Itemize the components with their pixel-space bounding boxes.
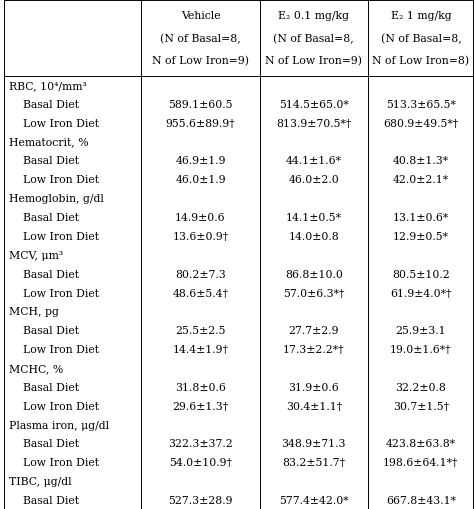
Text: MCHC, %: MCHC, % xyxy=(9,363,63,373)
Text: 83.2±51.7†: 83.2±51.7† xyxy=(282,458,346,467)
Text: Low Iron Diet: Low Iron Diet xyxy=(9,175,99,185)
Text: 680.9±49.5*†: 680.9±49.5*† xyxy=(383,119,458,128)
Text: MCH, pg: MCH, pg xyxy=(9,307,58,317)
Text: E₂ 0.1 mg/kg: E₂ 0.1 mg/kg xyxy=(278,11,349,21)
Text: 14.1±0.5*: 14.1±0.5* xyxy=(286,213,342,222)
Text: 514.5±65.0*: 514.5±65.0* xyxy=(279,100,349,109)
Text: 17.3±2.2*†: 17.3±2.2*† xyxy=(283,345,345,354)
Text: Hematocrit, %: Hematocrit, % xyxy=(9,137,88,147)
Text: Basal Diet: Basal Diet xyxy=(9,326,79,335)
Text: 19.0±1.6*†: 19.0±1.6*† xyxy=(390,345,452,354)
Text: 48.6±5.4†: 48.6±5.4† xyxy=(173,288,228,298)
Text: (N of Basal=8,: (N of Basal=8, xyxy=(160,34,241,44)
Text: 32.2±0.8: 32.2±0.8 xyxy=(395,382,447,392)
Text: 25.9±3.1: 25.9±3.1 xyxy=(396,326,446,335)
Text: 29.6±1.3†: 29.6±1.3† xyxy=(173,401,228,411)
Text: 14.4±1.9†: 14.4±1.9† xyxy=(173,345,228,354)
Text: N of Low Iron=9): N of Low Iron=9) xyxy=(265,56,362,66)
Text: 46.0±1.9: 46.0±1.9 xyxy=(175,175,226,185)
Text: 14.9±0.6: 14.9±0.6 xyxy=(175,213,226,222)
Text: 30.7±1.5†: 30.7±1.5† xyxy=(393,401,449,411)
Text: 813.9±70.5*†: 813.9±70.5*† xyxy=(276,119,352,128)
Text: 527.3±28.9: 527.3±28.9 xyxy=(168,495,233,505)
Text: 31.9±0.6: 31.9±0.6 xyxy=(288,382,339,392)
Text: 198.6±64.1*†: 198.6±64.1*† xyxy=(383,458,459,467)
Text: 577.4±42.0*: 577.4±42.0* xyxy=(279,495,348,505)
Text: 46.0±2.0: 46.0±2.0 xyxy=(288,175,339,185)
Text: Low Iron Diet: Low Iron Diet xyxy=(9,401,99,411)
Text: 955.6±89.9†: 955.6±89.9† xyxy=(165,119,236,128)
Text: Basal Diet: Basal Diet xyxy=(9,156,79,166)
Text: Hemoglobin, g/dl: Hemoglobin, g/dl xyxy=(9,194,103,204)
Text: N of Low Iron=9): N of Low Iron=9) xyxy=(152,56,249,66)
Text: 30.4±1.1†: 30.4±1.1† xyxy=(286,401,342,411)
Text: 40.8±1.3*: 40.8±1.3* xyxy=(393,156,449,166)
Text: 13.1±0.6*: 13.1±0.6* xyxy=(393,213,449,222)
Text: 513.3±65.5*: 513.3±65.5* xyxy=(386,100,456,109)
Text: Basal Diet: Basal Diet xyxy=(9,269,79,279)
Text: MCV, μm³: MCV, μm³ xyxy=(9,250,63,260)
Text: Basal Diet: Basal Diet xyxy=(9,213,79,222)
Text: 322.3±37.2: 322.3±37.2 xyxy=(168,439,233,448)
Text: N of Low Iron=8): N of Low Iron=8) xyxy=(373,56,469,66)
Text: 667.8±43.1*: 667.8±43.1* xyxy=(386,495,456,505)
Text: Low Iron Diet: Low Iron Diet xyxy=(9,119,99,128)
Text: 46.9±1.9: 46.9±1.9 xyxy=(175,156,226,166)
Text: 31.8±0.6: 31.8±0.6 xyxy=(175,382,226,392)
Text: Low Iron Diet: Low Iron Diet xyxy=(9,288,99,298)
Text: 57.0±6.3*†: 57.0±6.3*† xyxy=(283,288,345,298)
Text: Basal Diet: Basal Diet xyxy=(9,439,79,448)
Text: Basal Diet: Basal Diet xyxy=(9,495,79,505)
Text: 27.7±2.9: 27.7±2.9 xyxy=(289,326,339,335)
Text: Low Iron Diet: Low Iron Diet xyxy=(9,458,99,467)
Text: 423.8±63.8*: 423.8±63.8* xyxy=(386,439,456,448)
Text: 25.5±2.5: 25.5±2.5 xyxy=(175,326,226,335)
Text: Vehicle: Vehicle xyxy=(181,11,220,21)
Text: Basal Diet: Basal Diet xyxy=(9,100,79,109)
Text: 61.9±4.0*†: 61.9±4.0*† xyxy=(390,288,452,298)
Text: 42.0±2.1*: 42.0±2.1* xyxy=(393,175,449,185)
Text: TIBC, μg/dl: TIBC, μg/dl xyxy=(9,476,71,486)
Text: Low Iron Diet: Low Iron Diet xyxy=(9,232,99,241)
Text: 589.1±60.5: 589.1±60.5 xyxy=(168,100,233,109)
Text: 44.1±1.6*: 44.1±1.6* xyxy=(286,156,342,166)
Text: 13.6±0.9†: 13.6±0.9† xyxy=(173,232,228,241)
Text: 348.9±71.3: 348.9±71.3 xyxy=(282,439,346,448)
Text: 80.5±10.2: 80.5±10.2 xyxy=(392,269,450,279)
Text: (N of Basal=8,: (N of Basal=8, xyxy=(273,34,354,44)
Text: RBC, 10⁴/mm³: RBC, 10⁴/mm³ xyxy=(9,81,86,91)
Text: Plasma iron, μg/dl: Plasma iron, μg/dl xyxy=(9,420,109,430)
Text: 12.9±0.5*: 12.9±0.5* xyxy=(393,232,449,241)
Text: 80.2±7.3: 80.2±7.3 xyxy=(175,269,226,279)
Text: Low Iron Diet: Low Iron Diet xyxy=(9,345,99,354)
Text: 14.0±0.8: 14.0±0.8 xyxy=(288,232,339,241)
Text: Basal Diet: Basal Diet xyxy=(9,382,79,392)
Text: (N of Basal=8,: (N of Basal=8, xyxy=(381,34,461,44)
Text: 86.8±10.0: 86.8±10.0 xyxy=(285,269,343,279)
Text: E₂ 1 mg/kg: E₂ 1 mg/kg xyxy=(391,11,451,21)
Text: 54.0±10.9†: 54.0±10.9† xyxy=(169,458,232,467)
